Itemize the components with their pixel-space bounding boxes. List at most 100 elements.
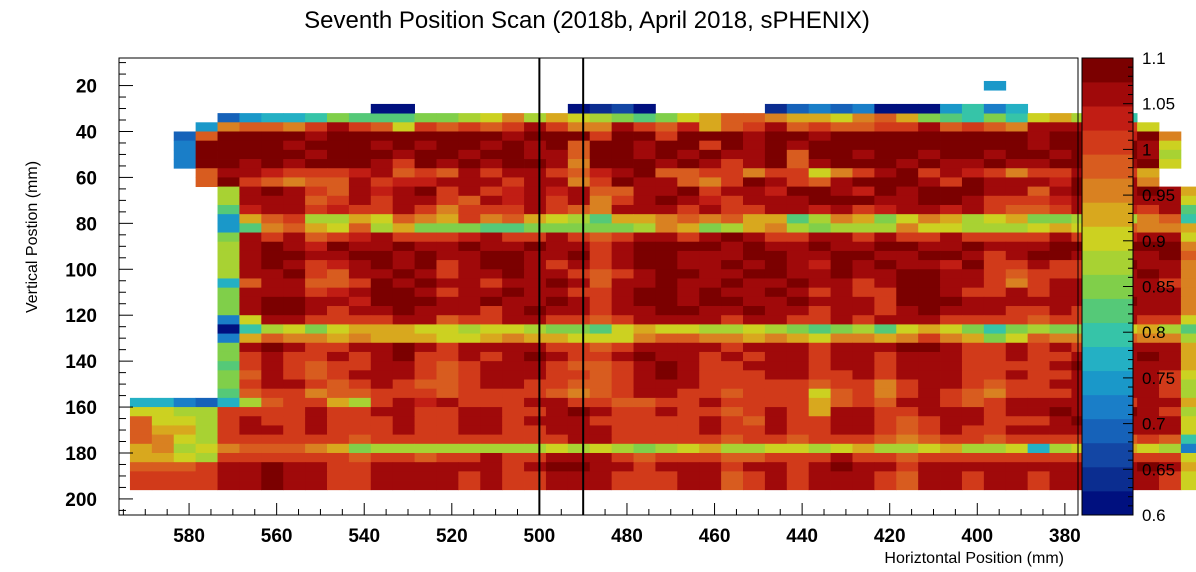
heatmap-cell [545, 397, 569, 408]
heatmap-cell [217, 407, 240, 417]
heatmap-cell [940, 471, 963, 481]
heatmap-cell [611, 195, 634, 206]
heatmap-cell [436, 443, 459, 454]
heatmap-cell [764, 214, 788, 224]
heatmap-cell [589, 462, 613, 472]
heatmap-cell [305, 425, 328, 436]
heatmap-cell [1049, 204, 1072, 215]
heatmap-cell [524, 149, 547, 160]
heatmap-cell [305, 122, 328, 132]
heatmap-cell [1137, 214, 1160, 224]
heatmap-cell [983, 140, 1007, 151]
heatmap-cell [545, 361, 569, 371]
heatmap-cell [502, 452, 525, 463]
heatmap-cell [370, 278, 394, 289]
heatmap-cell [305, 232, 328, 243]
heatmap-cell [414, 278, 437, 289]
heatmap-cell [961, 370, 985, 380]
heatmap-cell [1159, 186, 1182, 197]
heatmap-cell [655, 480, 678, 491]
heatmap-cell [677, 452, 700, 463]
heatmap-cell [327, 351, 350, 362]
heatmap-cell [940, 388, 963, 399]
heatmap-cell [480, 159, 503, 169]
heatmap-cell [721, 370, 744, 380]
heatmap-cell [633, 204, 656, 215]
heatmap-cell [874, 452, 897, 463]
heatmap-cell [1005, 241, 1029, 252]
heatmap-cell [305, 351, 328, 362]
heatmap-cell [567, 315, 591, 325]
heatmap-cell [874, 223, 897, 233]
heatmap-cell [589, 379, 613, 390]
heatmap-cell [567, 287, 591, 298]
heatmap-cell [480, 113, 503, 123]
heatmap-cell [239, 397, 262, 408]
heatmap-cell [961, 306, 985, 316]
heatmap-cell [721, 480, 744, 491]
heatmap-cell [239, 351, 262, 362]
heatmap-cell [1005, 351, 1029, 362]
heatmap-cell [655, 306, 678, 316]
heatmap-cell [961, 361, 985, 371]
heatmap-cell [502, 177, 525, 188]
heatmap-cell [1137, 269, 1160, 279]
heatmap-cell [611, 241, 634, 252]
heatmap-cell [502, 241, 525, 252]
heatmap-cell [502, 480, 525, 491]
heatmap-cell [1027, 462, 1050, 472]
heatmap-cell [786, 361, 810, 371]
heatmap-cell [918, 407, 941, 417]
heatmap-cell [217, 434, 240, 445]
heatmap-cell [896, 443, 919, 454]
heatmap-cell [940, 278, 963, 289]
heatmap-cell [633, 361, 656, 371]
heatmap-cell [545, 416, 569, 426]
heatmap-cell [1180, 361, 1196, 371]
heatmap-cell [896, 168, 919, 178]
plot-frame [118, 57, 1079, 516]
heatmap-cell [633, 416, 656, 426]
heatmap-cell [983, 425, 1007, 436]
heatmap-cell [677, 333, 700, 344]
heatmap-cell [1049, 471, 1072, 481]
heatmap-cell [567, 443, 591, 454]
heatmap-cell [502, 214, 525, 224]
heatmap-cell [764, 315, 788, 325]
heatmap-cell [283, 480, 306, 491]
heatmap-cell [764, 103, 788, 114]
heatmap-cell [764, 443, 788, 454]
heatmap-cell [567, 333, 591, 344]
heatmap-cell [896, 342, 919, 353]
heatmap-cell [940, 434, 963, 445]
heatmap-cell [961, 324, 985, 334]
heatmap-cell [392, 480, 415, 491]
heatmap-cell [1027, 149, 1050, 160]
heatmap-cell [852, 361, 875, 371]
heatmap-cell [195, 416, 218, 426]
heatmap-cell [1005, 370, 1029, 380]
heatmap-cell [261, 159, 284, 169]
heatmap-cell [370, 342, 394, 353]
heatmap-cell [830, 278, 853, 289]
heatmap-cell [961, 471, 985, 481]
heatmap-cell [502, 443, 525, 454]
heatmap-cell [655, 425, 678, 436]
heatmap-cell [239, 260, 262, 270]
heatmap-cell [458, 140, 481, 151]
heatmap-cell [524, 177, 547, 188]
heatmap-cell [1180, 443, 1196, 454]
heatmap-cell [545, 159, 569, 169]
heatmap-cell [1027, 296, 1050, 307]
color-scale-swatch [1082, 178, 1133, 203]
heatmap-cell [283, 333, 306, 344]
heatmap-cell [1049, 315, 1072, 325]
heatmap-cell [611, 103, 634, 114]
heatmap-cell [830, 452, 853, 463]
heatmap-cell [436, 269, 459, 279]
heatmap-cell [261, 452, 284, 463]
heatmap-cell [327, 296, 350, 307]
heatmap-cell [918, 232, 941, 243]
heatmap-cell [699, 296, 722, 307]
heatmap-cell [1049, 361, 1072, 371]
